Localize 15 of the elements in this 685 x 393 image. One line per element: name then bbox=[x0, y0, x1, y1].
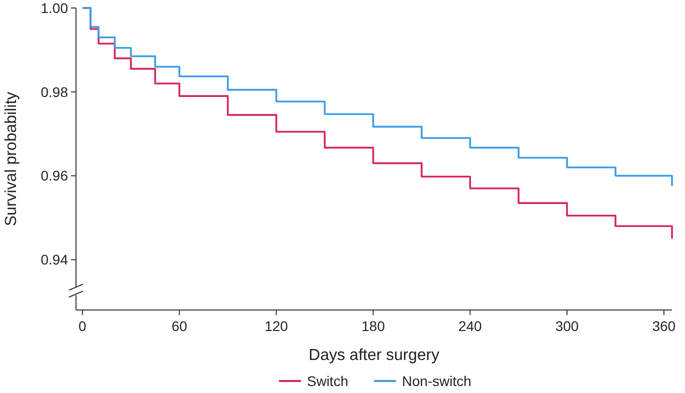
x-tick-label: 240 bbox=[458, 318, 482, 334]
y-tick-label: 0.98 bbox=[40, 84, 68, 100]
x-tick-label: 180 bbox=[362, 318, 386, 334]
legend-label: Switch bbox=[307, 372, 348, 389]
x-tick-label: 60 bbox=[172, 318, 188, 334]
x-axis-title: Days after surgery bbox=[308, 347, 440, 364]
y-tick-label: 1.00 bbox=[40, 0, 68, 16]
x-tick-label: 120 bbox=[264, 318, 288, 334]
x-tick-label: 300 bbox=[555, 318, 579, 334]
y-tick-label: 0.94 bbox=[40, 252, 68, 268]
y-axis-title: Survival probability bbox=[3, 92, 20, 226]
legend-label: Non-switch bbox=[402, 372, 472, 389]
x-tick-label: 0 bbox=[78, 318, 87, 334]
x-tick-label: 360 bbox=[652, 318, 676, 334]
y-tick-label: 0.96 bbox=[40, 168, 68, 184]
